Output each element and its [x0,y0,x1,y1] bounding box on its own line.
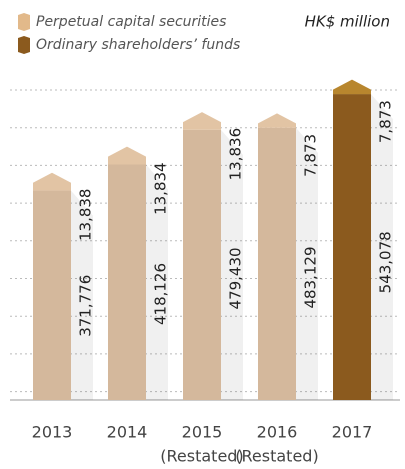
bar-segment [108,164,146,400]
bar-segment [183,112,221,130]
x-tick-label: 2015 [182,423,223,442]
x-tick-note: (Restated) [160,447,243,466]
bar-segment [33,172,71,191]
legend-swatch [18,13,30,31]
value-label: 13,836 [227,128,245,181]
value-label: 13,838 [77,189,95,242]
bar-shadow [371,94,393,400]
bar-segment [258,113,296,128]
bar-shadow [296,127,318,400]
value-label: 7,873 [377,100,395,143]
value-label: 7,873 [302,134,320,177]
value-label: 418,126 [152,263,170,325]
x-tick-label: 2014 [107,423,148,442]
bar-segment [258,127,296,400]
unit-label: HK$ million [305,13,390,31]
bar-segment [333,79,371,95]
value-label: 543,078 [377,231,395,293]
legend-swatch [18,36,30,54]
value-label: 479,430 [227,247,245,309]
bar-shadow [71,190,93,400]
legend-label: Perpetual capital securities [36,14,226,30]
bar-segment [333,94,371,400]
x-tick-label: 2013 [32,423,73,442]
bar-segment [33,190,71,400]
value-label: 371,776 [77,275,95,337]
bar-shadow [146,164,168,400]
x-tick-note: (Restated) [235,447,318,466]
legend-label: Ordinary shareholders’ funds [36,37,240,53]
bar-shadow [221,129,243,401]
bar-segment [108,146,146,165]
value-label: 13,834 [152,162,170,215]
value-label: 483,129 [302,247,320,309]
bar-segment [183,129,221,401]
x-tick-label: 2016 [257,423,298,442]
x-tick-label: 2017 [332,423,373,442]
